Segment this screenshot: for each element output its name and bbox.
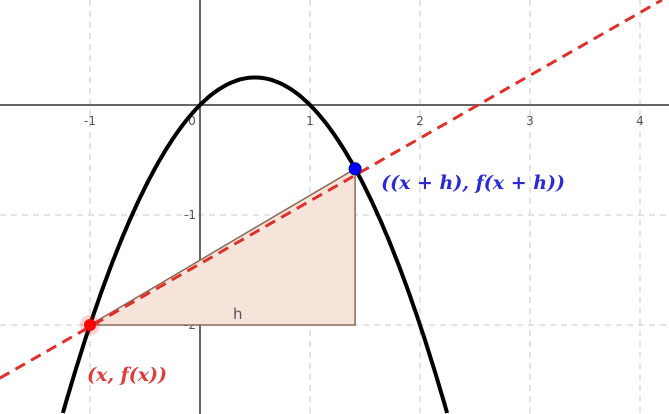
point-a-label: (x, f(x)) xyxy=(87,364,167,386)
point-a[interactable] xyxy=(84,319,96,331)
function-curve xyxy=(60,75,450,414)
x-tick-label: 4 xyxy=(636,114,644,128)
x-tick-label: -1 xyxy=(84,114,96,128)
x-tick-label: 3 xyxy=(526,114,534,128)
point-b-label: ((x + h), f(x + h)) xyxy=(381,172,565,194)
x-tick-label: 0 xyxy=(188,114,196,128)
secant-line xyxy=(0,0,663,380)
difference-triangle xyxy=(87,167,356,326)
h-label: h xyxy=(233,305,243,323)
x-tick-label: 2 xyxy=(416,114,424,128)
x-tick-label: 1 xyxy=(306,114,314,128)
y-tick-label: -1 xyxy=(184,208,196,222)
point-b[interactable] xyxy=(348,162,362,176)
